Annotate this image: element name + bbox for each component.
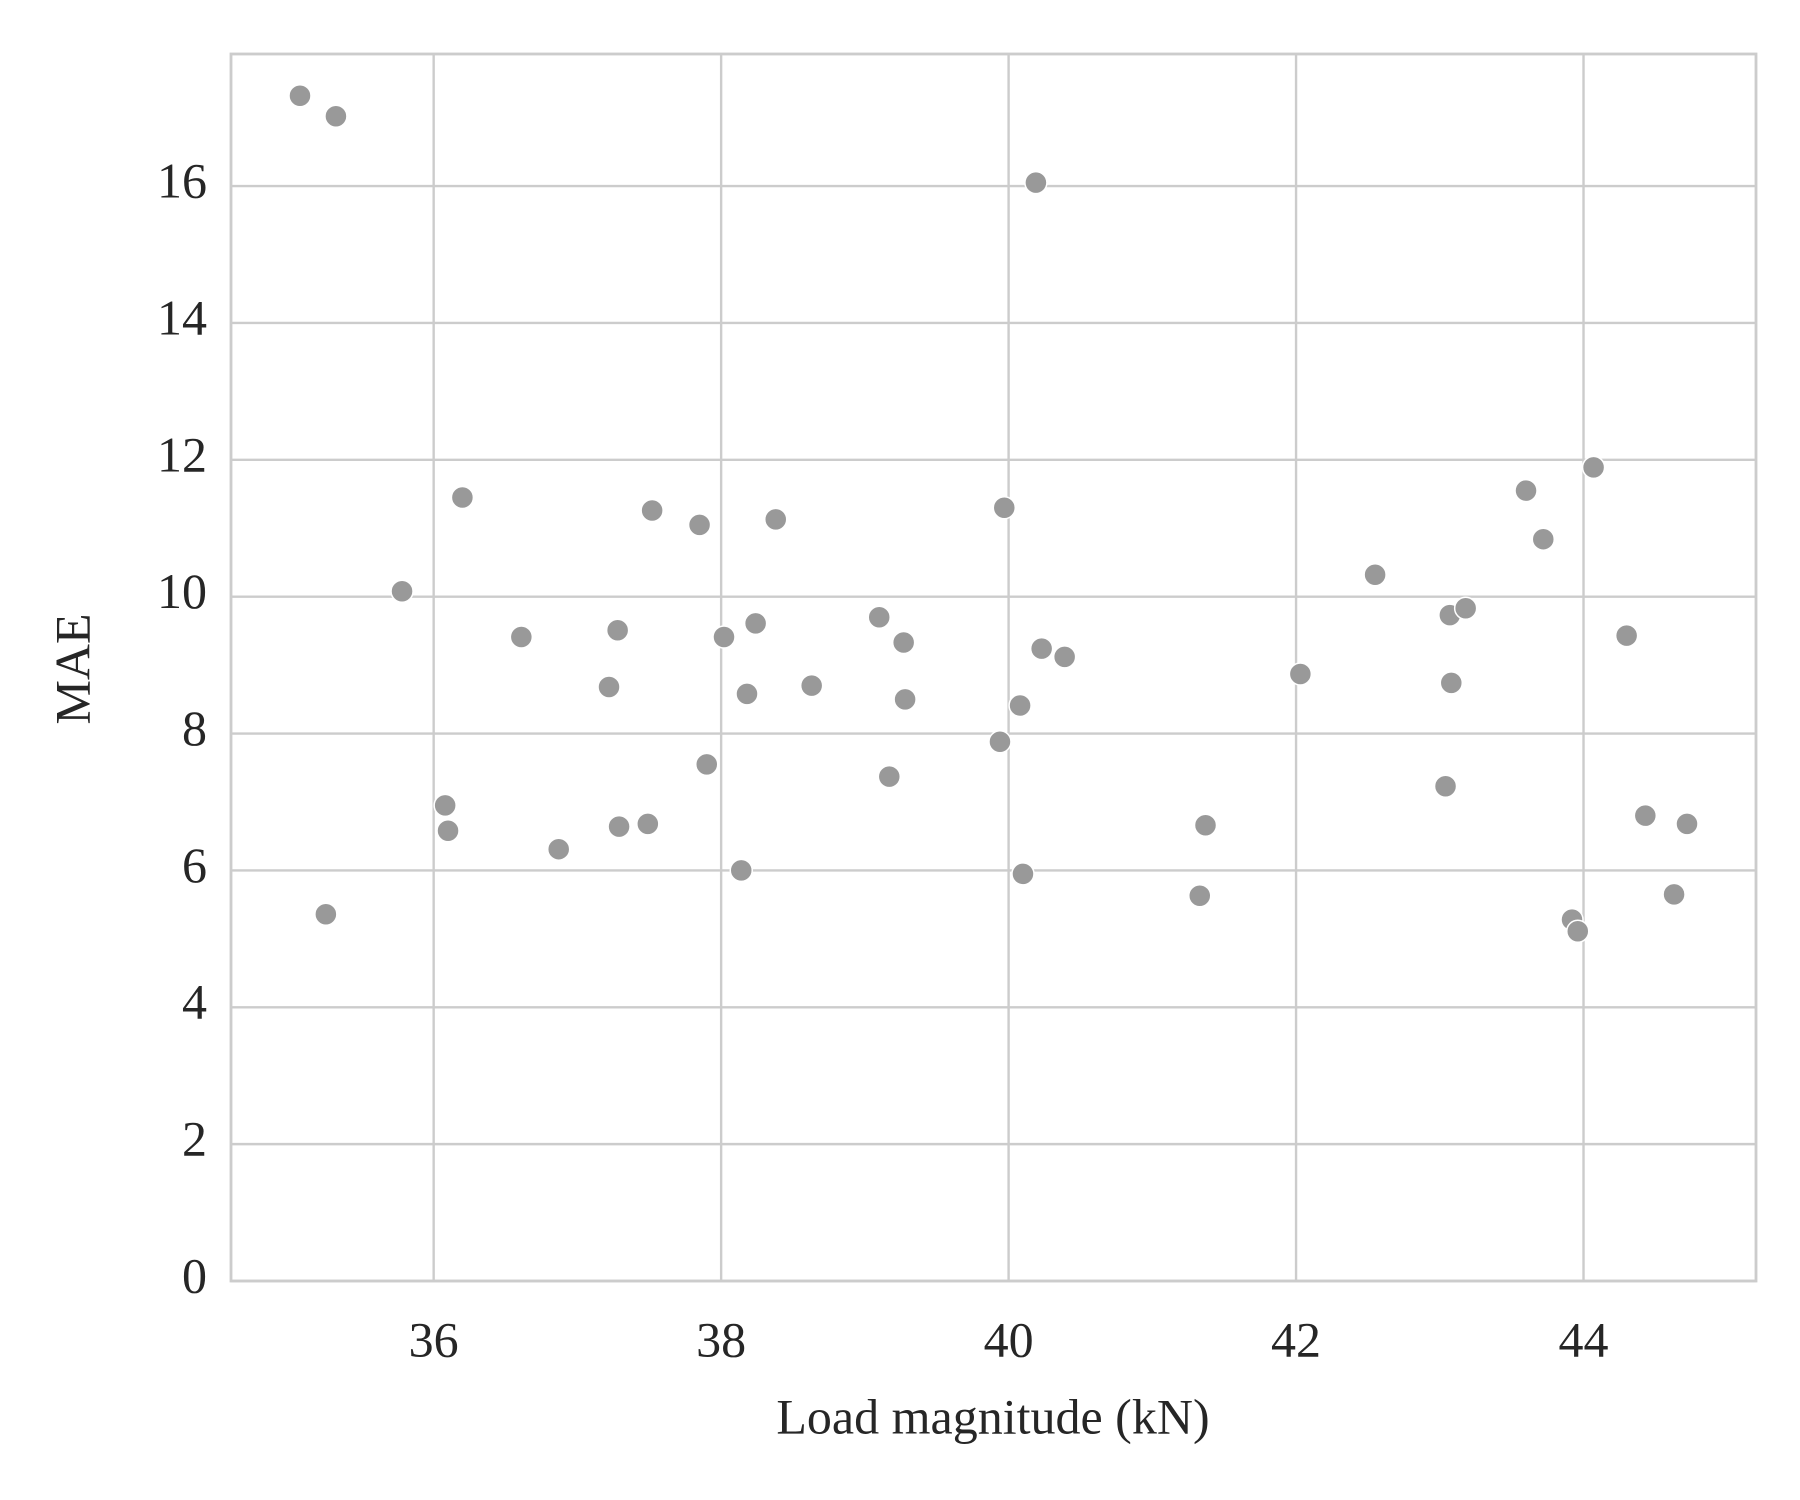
y-tick-label: 4 [182,974,207,1030]
point [1531,527,1556,551]
point [687,513,712,537]
point [1675,812,1699,836]
grid [231,54,1756,1283]
point [988,729,1012,754]
point [743,611,768,636]
point [695,752,719,777]
y-tick-label: 8 [182,700,207,756]
point [763,507,788,532]
point [1566,919,1590,944]
point [877,764,902,789]
point [390,579,414,603]
point [324,104,348,129]
point [1024,170,1048,195]
point [867,605,891,629]
point [314,902,338,926]
point [1363,563,1387,587]
point [729,858,753,883]
point [640,498,664,523]
y-tick-label: 10 [157,563,207,619]
y-tick-label: 6 [182,837,207,893]
point [597,675,621,699]
point [288,83,312,108]
y-tick-label: 16 [157,153,207,209]
point [1011,862,1035,886]
x-tick-label: 42 [1271,1311,1321,1367]
point [433,793,457,818]
y-tick-label: 14 [157,289,207,345]
point [1453,596,1478,621]
point [712,625,736,649]
y-tick-label: 2 [182,1111,207,1167]
point [1052,645,1077,669]
point [1288,662,1313,686]
point [605,618,630,642]
point [1029,636,1054,661]
point [1193,813,1218,837]
point [636,812,660,836]
plot-frame [229,52,1758,1283]
point [607,814,631,839]
y-axis-label: MAE [44,613,100,724]
points [288,83,1699,944]
point [546,837,571,861]
point [1188,883,1212,908]
x-tick-label: 40 [984,1311,1034,1367]
point [436,818,460,843]
x-tick-label: 38 [696,1311,746,1367]
point [1633,803,1658,828]
point [1614,623,1639,648]
x-tick-label: 44 [1559,1311,1609,1367]
y-tick-label: 0 [182,1247,207,1303]
point [893,687,917,712]
point [1439,671,1464,695]
point [735,682,759,706]
point [1514,478,1538,503]
point [450,485,475,510]
point [1581,455,1606,480]
x-axis-label: Load magnitude (kN) [776,1388,1209,1444]
point [992,495,1017,520]
point [891,630,916,655]
x-tick-label: 36 [409,1311,459,1367]
point [1008,693,1032,718]
y-tick-label: 12 [157,426,207,482]
point [799,673,824,698]
point [1662,882,1686,907]
point [1433,774,1458,798]
point [509,625,534,649]
